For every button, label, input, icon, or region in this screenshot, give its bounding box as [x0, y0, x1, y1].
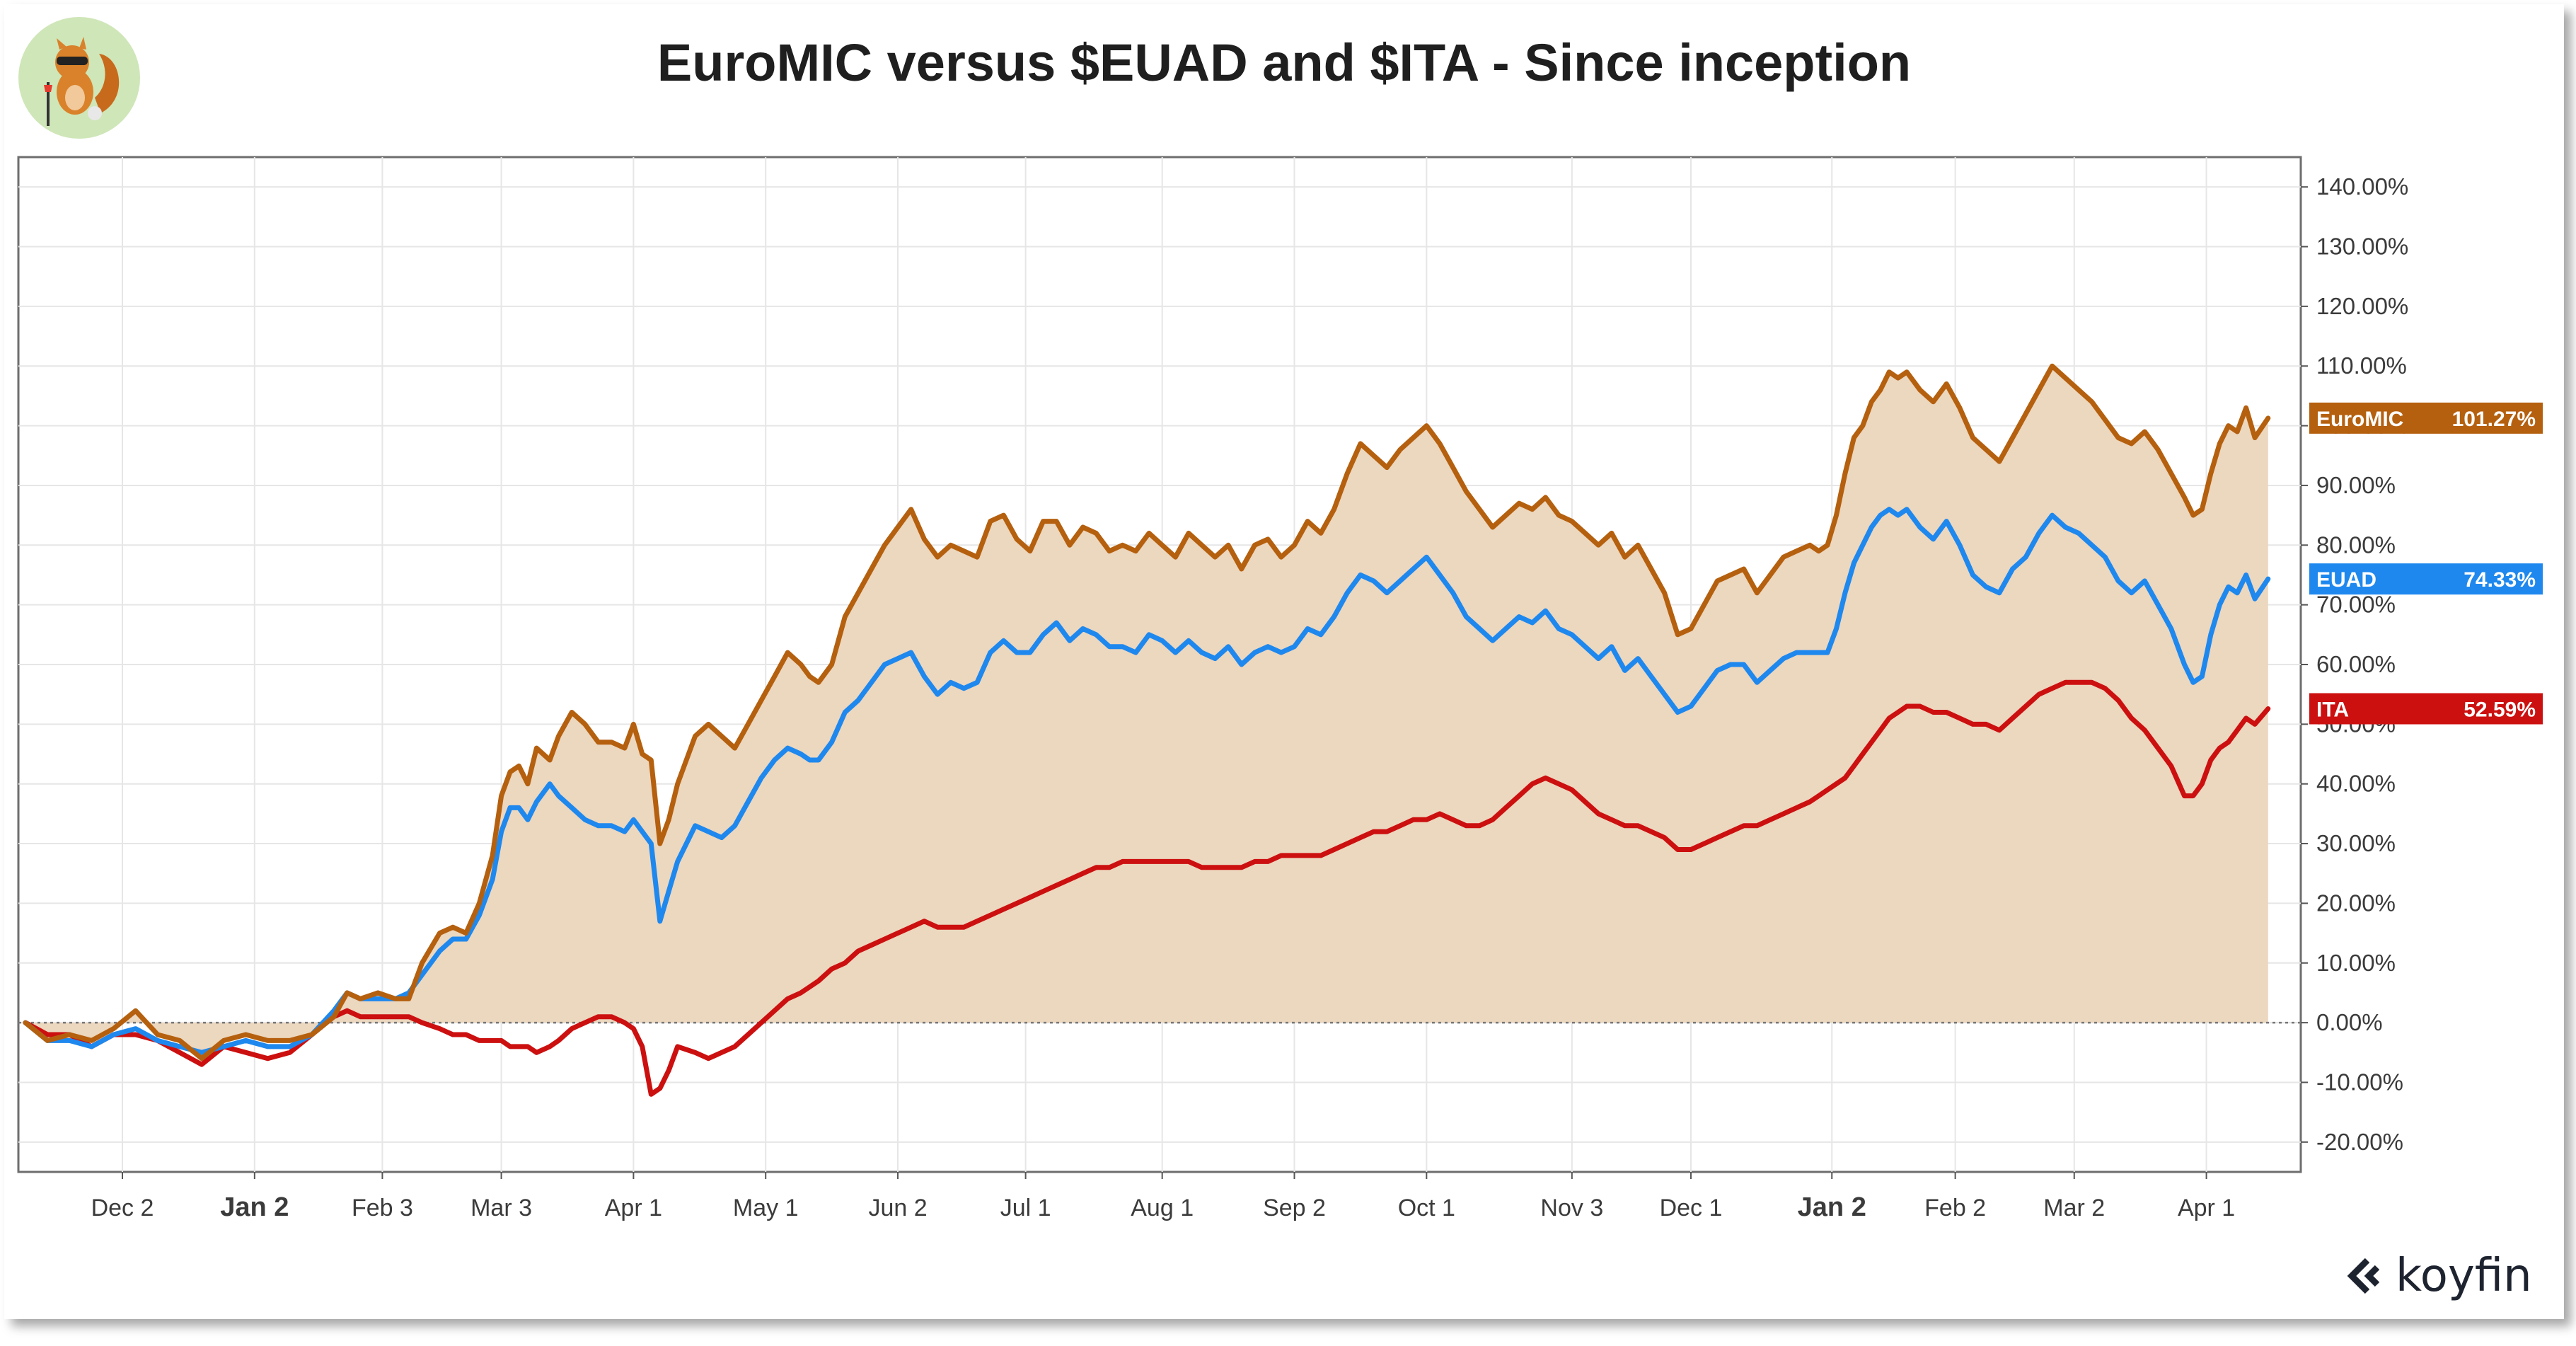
- last-value-label-euromic: 101.27%: [2452, 408, 2536, 431]
- koyfin-logo: koyfin: [2346, 1250, 2532, 1302]
- y-tick-label: 130.00%: [2316, 234, 2408, 260]
- series-line-euad: [23, 507, 2271, 1055]
- chart-card: EuroMIC versus $EUAD and $ITA - Since in…: [4, 4, 2564, 1319]
- series-line-euromic: [23, 363, 2271, 1062]
- series-line-ita: [23, 679, 2271, 1097]
- x-tick-label: Mar 2: [2043, 1195, 2105, 1221]
- x-tick-label: Apr 1: [2178, 1195, 2235, 1221]
- last-value-label-ita: 52.59%: [2464, 698, 2536, 722]
- x-tick-label: May 1: [733, 1195, 799, 1221]
- x-tick-label: Feb 2: [1924, 1195, 1986, 1221]
- x-tick-label: Oct 1: [1398, 1195, 1455, 1221]
- y-tick-label: -10.00%: [2316, 1069, 2403, 1095]
- x-tick-label: Dec 1: [1660, 1195, 1723, 1221]
- x-tick-label: Jun 2: [868, 1195, 927, 1221]
- y-tick-label: 30.00%: [2316, 830, 2396, 856]
- last-value-name-euad: EUAD: [2316, 568, 2376, 592]
- x-tick-label: Feb 3: [352, 1195, 413, 1221]
- y-tick-label: 20.00%: [2316, 890, 2396, 916]
- y-tick-label: 0.00%: [2316, 1009, 2383, 1035]
- last-value-tag-ita: [2309, 693, 2543, 725]
- last-value-label-euad: 74.33%: [2464, 568, 2536, 592]
- series-area-euromic: [25, 366, 2268, 1059]
- squirrel-avatar-icon: [18, 17, 140, 139]
- koyfin-wordmark: koyfin: [2396, 1250, 2532, 1302]
- x-tick-label: Sep 2: [1263, 1195, 1326, 1221]
- last-value-tag-euromic: [2309, 402, 2543, 434]
- x-tick-label: Jan 2: [220, 1192, 289, 1222]
- chart-svg: 140.00%130.00%120.00%110.00%100.00%90.00…: [17, 156, 2543, 1222]
- y-tick-label: 70.00%: [2316, 592, 2396, 618]
- chart-title: EuroMIC versus $EUAD and $ITA - Since in…: [657, 33, 1912, 92]
- last-value-name-euromic: EuroMIC: [2316, 408, 2403, 431]
- y-tick-label: 110.00%: [2316, 352, 2407, 379]
- x-tick-label: Mar 3: [470, 1195, 532, 1221]
- x-tick-label: Nov 3: [1540, 1195, 1603, 1221]
- x-tick-label: Jul 1: [1000, 1195, 1051, 1221]
- x-tick-label: Jan 2: [1798, 1192, 1866, 1222]
- y-tick-label: 40.00%: [2316, 771, 2396, 797]
- y-tick-label: 90.00%: [2316, 472, 2396, 498]
- y-tick-label: 140.00%: [2316, 173, 2408, 200]
- x-tick-label: Dec 2: [91, 1195, 154, 1221]
- x-tick-label: Aug 1: [1131, 1195, 1194, 1221]
- y-tick-label: 120.00%: [2316, 293, 2408, 319]
- koyfin-mark-icon: [2347, 1258, 2380, 1294]
- last-value-name-ita: ITA: [2316, 698, 2349, 722]
- y-tick-label: -20.00%: [2316, 1129, 2403, 1155]
- x-tick-label: Apr 1: [605, 1195, 662, 1221]
- last-value-tag-euad: [2309, 563, 2543, 595]
- y-tick-label: 10.00%: [2316, 950, 2396, 976]
- y-tick-label: 60.00%: [2316, 651, 2396, 677]
- y-tick-label: 80.00%: [2316, 531, 2396, 558]
